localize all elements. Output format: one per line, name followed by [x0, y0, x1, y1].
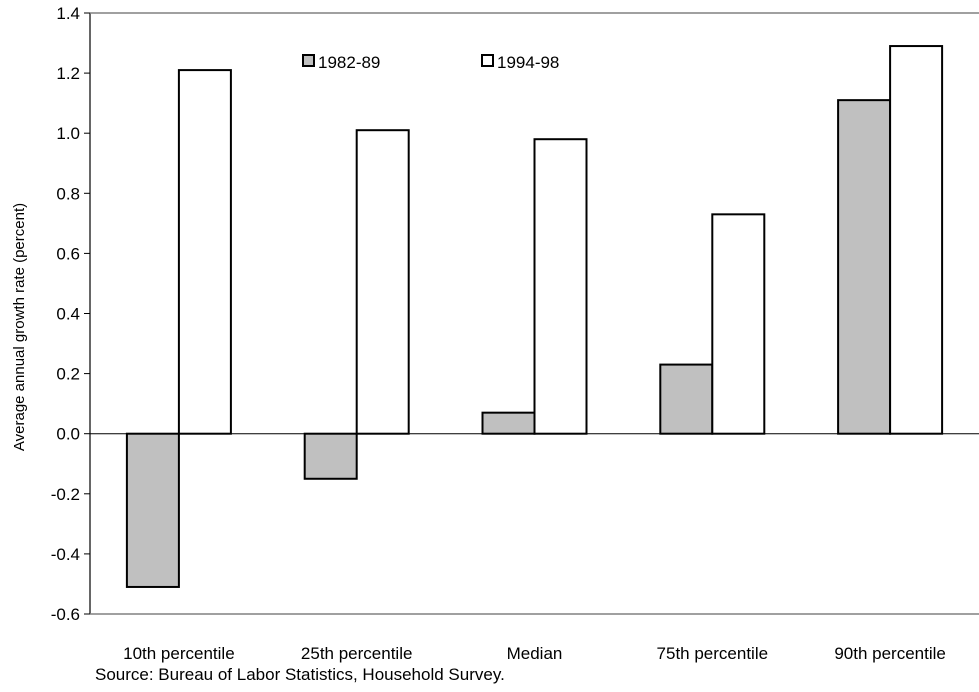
y-tick-label: 1.0 — [56, 124, 80, 143]
y-tick-label: 1.2 — [56, 64, 80, 83]
source-note: Source: Bureau of Labor Statistics, Hous… — [95, 665, 505, 684]
legend-label-1994-98: 1994-98 — [497, 53, 559, 72]
bar-1982-89-4 — [837, 99, 892, 435]
legend-label-1982-89: 1982-89 — [318, 53, 380, 72]
y-axis-ticks: -0.6 -0.4 -0.2 0.0 0.2 0.4 0.6 0.8 1.0 1.2 1.4 — [51, 4, 90, 624]
category-labels: 10th percentile 25th percentile Median 75th… — [123, 644, 946, 663]
category-label: 10th percentile — [123, 644, 235, 663]
y-axis-title-group: Average annual growth rate (percent) — [11, 203, 28, 451]
y-tick-label: 0.6 — [56, 244, 80, 263]
bar-1994-98-0 — [177, 69, 232, 435]
bar-1994-98-3 — [711, 213, 766, 435]
legend-swatch-1994-98 — [481, 54, 494, 67]
y-tick-label: 0.4 — [56, 305, 80, 324]
y-tick-label: -0.6 — [51, 605, 80, 624]
y-axis-title: Average annual growth rate (percent) — [11, 203, 28, 451]
y-tick-label: -0.4 — [51, 545, 80, 564]
bar-1994-98-4 — [889, 45, 944, 435]
y-tick-label: 1.4 — [56, 4, 80, 23]
category-label: 90th percentile — [834, 644, 946, 663]
y-tick-label: 0.8 — [56, 184, 80, 203]
bar-1994-98-1 — [355, 129, 410, 435]
category-label: Median — [507, 644, 563, 663]
legend-swatch-1982-89 — [302, 54, 315, 67]
bar-1982-89-1 — [303, 432, 358, 480]
bar-1994-98-2 — [533, 138, 588, 435]
y-tick-label: 0.2 — [56, 365, 80, 384]
legend: 1982-89 1994-98 — [302, 53, 559, 72]
y-tick-label: 0.0 — [56, 425, 80, 444]
bar-1982-89-0 — [125, 432, 180, 588]
bars — [125, 45, 944, 588]
bar-1982-89-3 — [659, 363, 714, 435]
bar-1982-89-2 — [481, 411, 536, 435]
category-label: 75th percentile — [657, 644, 769, 663]
axes — [89, 12, 979, 615]
y-tick-label: -0.2 — [51, 485, 80, 504]
category-label: 25th percentile — [301, 644, 413, 663]
